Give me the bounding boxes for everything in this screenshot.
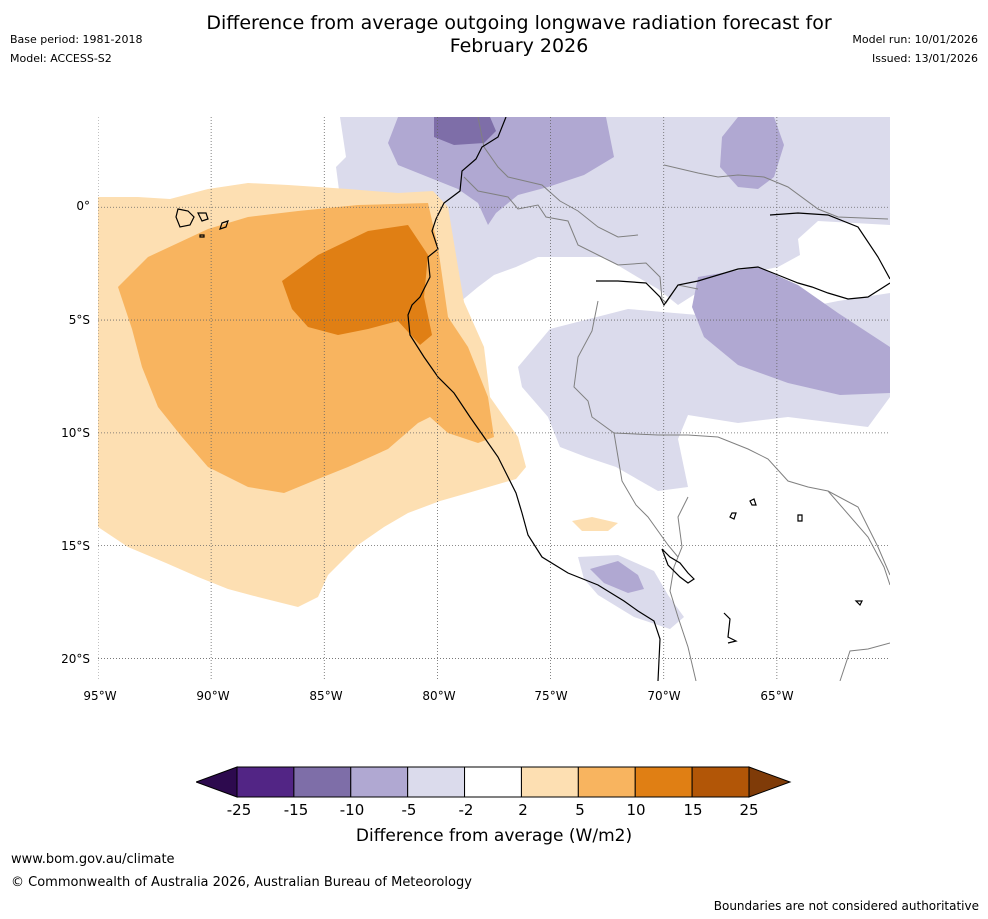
website-link[interactable]: www.bom.gov.au/climate: [11, 852, 175, 867]
anomaly-region-2-to-5-islet: [572, 517, 618, 531]
coastline-galapagos-4: [199, 234, 205, 238]
coastline-galapagos-1: [175, 208, 195, 228]
colorbar-tick-minus5: -5: [401, 801, 417, 819]
anomaly-region-minus10-to-minus15: [434, 117, 496, 145]
coastline-pacific: [407, 117, 661, 681]
colorbar-bin: [293, 766, 352, 798]
boundary-argentina-paraguay: [839, 642, 890, 681]
colorbar-bin: [407, 766, 466, 798]
chart-title-line-1: Difference from average outgoing longwav…: [206, 12, 832, 34]
colorbar-tick-minus15: -15: [283, 801, 309, 819]
lon-label-75w: 75°W: [534, 689, 568, 703]
coastline-galapagos-2: [197, 212, 209, 222]
colorbar-title: Difference from average (W/m2): [355, 826, 633, 846]
anomaly-region-10-to-15: [282, 225, 432, 345]
lon-label-65w: 65°W: [760, 689, 794, 703]
lake-titicaca: [661, 548, 695, 584]
coastline-chile-north: [723, 612, 738, 644]
boundary-peru-bolivia: [613, 432, 679, 558]
boundary-colombia-ecuador-peru: [463, 176, 699, 304]
colorbar-bin: [577, 766, 636, 798]
colorbar-bin: [464, 766, 522, 798]
river-amazon-north: [769, 212, 890, 280]
lake-4: [854, 600, 863, 607]
lat-label-20s: 20°S: [61, 652, 90, 666]
lat-label-10s: 10°S: [61, 426, 90, 440]
colorbar-tick-5: 5: [575, 801, 585, 819]
anomaly-region-minus5-to-minus10-south: [590, 561, 644, 593]
base-info: Base period: 1981-2018 Model: ACCESS-S2: [10, 30, 142, 68]
colorbar-tick-minus10: -10: [339, 801, 365, 819]
base-period: Base period: 1981-2018: [10, 33, 143, 46]
colorbar-tick-10: 10: [626, 801, 646, 819]
boundary-peru-brazil: [573, 300, 688, 436]
model-run-date: Model run: 10/01/2026: [852, 33, 978, 46]
colorbar-bin: [236, 766, 295, 798]
river-amazon: [596, 266, 890, 307]
anomaly-map: [98, 117, 890, 681]
coastlines: [175, 117, 890, 681]
lon-label-80w: 80°W: [422, 689, 456, 703]
lon-label-90w: 90°W: [196, 689, 230, 703]
coastline-galapagos-3: [219, 220, 229, 230]
boundary-colombia-venezuela: [477, 117, 639, 238]
lon-label-85w: 85°W: [309, 689, 343, 703]
boundary-disclaimer: Boundaries are not considered authoritat…: [713, 899, 979, 913]
issued-date: Issued: 13/01/2026: [871, 52, 978, 65]
colorbar-tick-minus25: -25: [226, 801, 252, 819]
colorbar: [196, 766, 792, 798]
chart-title: Difference from average outgoing longwav…: [0, 12, 988, 58]
chart-title-line-2: February 2026: [449, 35, 589, 57]
colorbar-bin: [520, 766, 579, 798]
run-info: Model run: 10/01/2026 Issued: 13/01/2026: [852, 30, 978, 68]
gridlines: [98, 117, 890, 681]
model-name: Model: ACCESS-S2: [10, 52, 112, 65]
boundary-chile-argentina: [669, 496, 697, 681]
colorbar-bins: [236, 766, 750, 798]
colorbar-max-arrow: [748, 766, 792, 798]
copyright-notice: © Commonwealth of Australia 2026, Austra…: [11, 875, 472, 890]
anomaly-region-minus5-to-minus10-east: [720, 117, 784, 189]
colorbar-bin: [350, 766, 409, 798]
lat-label-5s: 5°S: [68, 313, 90, 327]
colorbar-tick-minus2: -2: [458, 801, 474, 819]
colorbar-min-arrow: [196, 766, 238, 798]
colorbar-tick-15: 15: [683, 801, 703, 819]
anomaly-region-minus5-to-minus10-center: [692, 267, 890, 395]
colorbar-tick-2: 2: [518, 801, 528, 819]
anomaly-region-minus5-to-minus10: [388, 117, 614, 225]
lon-label-70w: 70°W: [647, 689, 681, 703]
colorbar-bin: [691, 766, 750, 798]
lake-3: [797, 514, 803, 522]
country-boundaries: [463, 117, 890, 681]
lat-label-15s: 15°S: [61, 539, 90, 553]
lake-2: [729, 512, 737, 520]
boundary-brazil-north: [663, 164, 889, 220]
lat-label-0: 0°: [76, 199, 90, 213]
boundary-bolivia-paraguay: [827, 490, 890, 586]
colorbar-bin: [634, 766, 693, 798]
lake-1: [749, 498, 757, 506]
lon-label-95w: 95°W: [83, 689, 117, 703]
boundary-bolivia-brazil: [687, 434, 890, 576]
colorbar-tick-25: 25: [739, 801, 759, 819]
